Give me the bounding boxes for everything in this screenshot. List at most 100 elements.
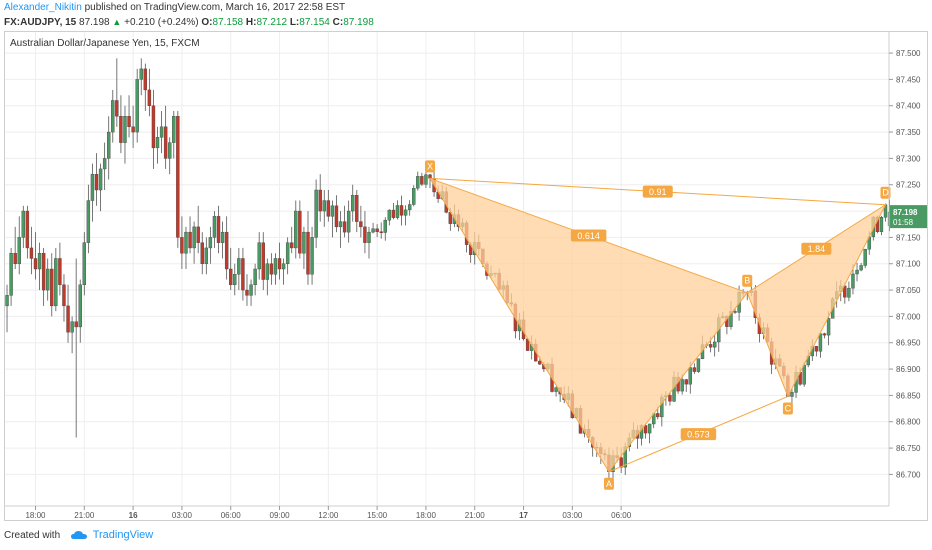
price-tick-label: 87.250 — [896, 181, 921, 190]
candle-body — [229, 268, 233, 286]
time-tick-label: 18:00 — [416, 511, 437, 520]
candle-body — [5, 295, 9, 307]
candle-body — [74, 321, 78, 328]
candle-body — [391, 209, 396, 218]
candle-body — [379, 231, 383, 233]
candle-body — [94, 173, 99, 191]
candle-body — [119, 116, 123, 143]
candle-body — [281, 263, 286, 270]
candle-body — [879, 217, 884, 232]
candle-body — [13, 252, 17, 264]
candle-body — [233, 274, 237, 285]
candle-body — [688, 367, 692, 385]
author-link[interactable]: Alexander_Nikitin — [4, 2, 82, 13]
candle-body — [822, 333, 827, 336]
candle-body — [863, 249, 867, 266]
candle-body — [115, 100, 119, 117]
candle-body — [224, 231, 229, 270]
candle-body — [90, 173, 95, 201]
candle-body — [371, 228, 375, 233]
time-tick-label: 09:00 — [270, 511, 291, 520]
footer: Created with TradingView — [4, 529, 153, 541]
arrow-up-icon: ▲ — [112, 17, 122, 27]
candle-body — [111, 100, 115, 133]
candle-body — [277, 258, 282, 270]
candle-body — [273, 258, 278, 275]
candle-body — [680, 379, 684, 392]
countdown-label: 01:58 — [893, 218, 914, 227]
candle-body — [58, 258, 62, 285]
candlestick-chart[interactable]: Australian Dollar/Japanese Yen, 15, FXCM… — [5, 32, 927, 520]
pattern-point-label: D — [882, 188, 889, 198]
candle-body — [420, 176, 424, 185]
candle-body — [696, 358, 701, 372]
chart-frame[interactable]: Australian Dollar/Japanese Yen, 15, FXCM… — [4, 31, 928, 521]
candle-body — [257, 242, 261, 270]
candle-body — [245, 289, 249, 296]
close-label: C: — [332, 17, 344, 28]
candle-body — [395, 205, 400, 218]
price-tick-label: 87.150 — [896, 233, 921, 242]
time-tick-label: 06:00 — [611, 511, 632, 520]
candle-body — [656, 413, 660, 418]
candle-body — [33, 258, 38, 270]
candle-body — [294, 210, 298, 249]
candle-body — [399, 205, 404, 216]
candle-body — [647, 423, 652, 434]
publish-line: Alexander_Nikitin published on TradingVi… — [4, 2, 345, 14]
time-tick-label: 12:00 — [318, 511, 339, 520]
chart-title: Australian Dollar/Japanese Yen, 15, FXCM — [10, 38, 200, 49]
candle-body — [802, 364, 806, 385]
time-tick-label: 15:00 — [367, 511, 388, 520]
candle-body — [192, 226, 196, 249]
candle-body — [25, 210, 30, 249]
candle-body — [302, 231, 306, 254]
candle-body — [326, 200, 331, 217]
candle-body — [847, 287, 851, 298]
ratio-label: 0.614 — [577, 231, 600, 241]
last-price: 87.198 — [79, 17, 110, 28]
chart-header: Alexander_Nikitin published on TradingVi… — [0, 0, 932, 30]
candle-body — [367, 231, 371, 243]
pattern-point-badge — [742, 274, 753, 287]
pattern-point-label: B — [744, 276, 750, 286]
candle-body — [424, 174, 428, 185]
price-tick-label: 87.300 — [896, 154, 921, 163]
ratio-badge — [642, 185, 673, 198]
candle-body — [285, 242, 290, 264]
candle-body — [78, 284, 82, 328]
time-tick-label: 06:00 — [221, 511, 242, 520]
ratio-label: 0.573 — [687, 430, 710, 440]
ratio-badge — [680, 428, 717, 441]
candle-body — [54, 258, 58, 307]
candle-body — [387, 209, 392, 221]
open-value: 87.158 — [212, 17, 244, 28]
candle-body — [82, 242, 87, 286]
candle-body — [322, 200, 326, 212]
candle-body — [375, 228, 379, 232]
candle-body — [21, 210, 26, 238]
pattern-point-badge — [425, 160, 436, 173]
candle-body — [346, 210, 351, 233]
last-price-badge — [890, 205, 927, 229]
pattern-point-badge — [880, 186, 891, 199]
candle-body — [200, 242, 204, 264]
candle-body — [139, 68, 143, 80]
candle-body — [208, 237, 213, 249]
pattern-point-label: X — [427, 161, 433, 171]
time-tick-label: 03:00 — [562, 511, 583, 520]
candle-body — [9, 252, 13, 296]
tradingview-logo[interactable]: TradingView — [92, 529, 154, 541]
candle-body — [37, 252, 42, 270]
candle-body — [127, 116, 131, 128]
candle-body — [168, 142, 172, 159]
candle-body — [342, 221, 347, 233]
candle-body — [310, 237, 314, 275]
ratio-badge — [801, 242, 832, 255]
candle-body — [188, 231, 192, 249]
candle-body — [407, 204, 412, 211]
pattern-point-badge — [603, 477, 614, 490]
candle-body — [265, 263, 270, 280]
time-tick-label: 18:00 — [25, 511, 46, 520]
price-tick-label: 87.050 — [896, 286, 921, 295]
